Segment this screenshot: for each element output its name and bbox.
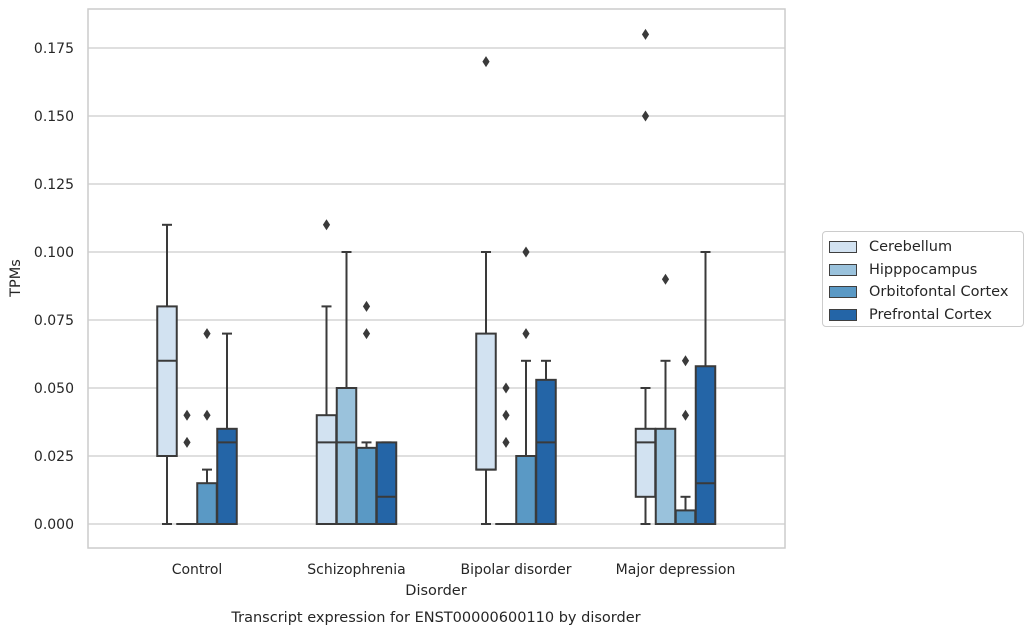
y-tick-label: 0.100 [34,245,74,261]
x-tick-label: Bipolar disorder [460,562,571,578]
legend-item: Orbitofontal Cortex [829,281,1023,304]
outlier-point [502,382,510,394]
chart-caption: Transcript expression for ENST0000060011… [230,610,640,626]
y-tick-label: 0.150 [34,109,74,125]
legend-label: Prefrontal Cortex [869,306,992,323]
box-iqr [375,441,398,525]
box-iqr [156,305,178,457]
legend-item: Hipppocampus [829,259,1023,282]
outlier-point [681,409,690,421]
plot-area-frame [87,8,786,549]
box-iqr [535,378,557,525]
box-orbitofontal-cortex [355,300,378,525]
y-tick-label: 0.125 [34,177,74,193]
legend-swatch [829,286,857,299]
legend-swatch [829,263,857,276]
outlier-point [482,56,490,68]
outlier-point [661,273,670,285]
box-iqr [674,509,697,525]
legend-label: Orbitofontal Cortex [869,284,1009,301]
outlier-point [203,409,211,421]
outlier-point [641,110,650,122]
outlier-point [522,328,530,340]
box-iqr [515,455,537,525]
x-tick-label: Control [172,562,223,578]
box-hipppocampus [495,382,517,526]
legend-label: Hipppocampus [869,261,978,278]
box-iqr [475,332,497,471]
box-cerebellum [156,223,178,525]
legend-item: Cerebellum [829,236,1023,259]
box-iqr [634,427,657,498]
box-plot-marks [156,28,717,526]
box-cerebellum [634,28,657,525]
y-tick-label: 0.050 [34,381,74,397]
box-iqr [654,427,677,525]
outlier-point [641,28,650,40]
outlier-point [203,328,211,340]
box-iqr [355,446,378,525]
legend-swatch [829,308,857,321]
y-tick-label: 0.175 [34,41,74,57]
box-cerebellum [315,219,338,526]
outlier-point [681,355,690,367]
outlier-point [183,409,191,421]
box-prefrontal-cortex [694,251,717,525]
box-prefrontal-cortex [375,441,398,525]
box-iqr [335,387,358,525]
outlier-point [502,409,510,421]
legend-label: Cerebellum [869,239,953,256]
outlier-point [183,436,191,448]
outlier-point [322,219,331,231]
outlier-point [522,246,530,258]
y-tick-labels: 0.000 0.025 0.050 0.075 0.100 0.125 0.150 0.175 [34,41,74,533]
box-hipppocampus [335,251,358,525]
legend-swatch [829,241,857,254]
box-orbitofontal-cortex [515,246,537,525]
box-hipppocampus [176,409,198,526]
box-hipppocampus [654,273,677,525]
box-prefrontal-cortex [535,359,557,525]
x-axis-label: Disorder [405,583,466,599]
box-iqr [315,414,338,526]
y-tick-label: 0.025 [34,449,74,465]
legend-item: Prefrontal Cortex [829,304,1023,327]
y-axis-label: TPMs [8,259,24,298]
box-iqr [694,365,717,525]
x-tick-label: Major depression [616,562,736,578]
box-iqr [216,427,238,525]
x-tick-labels: Control Schizophrenia Bipolar disorder Majo… [172,562,736,578]
box-iqr [196,482,218,526]
outlier-point [362,300,371,312]
box-cerebellum [475,56,497,525]
box-prefrontal-cortex [216,332,238,525]
outlier-point [362,328,371,340]
chart-legend: Cerebellum Hipppocampus Orbitofontal Corte… [822,231,1024,327]
grid-lines [88,47,785,525]
x-tick-label: Schizophrenia [307,562,405,578]
y-tick-label: 0.075 [34,313,74,329]
y-tick-label: 0.000 [34,517,74,533]
box-orbitofontal-cortex [674,355,697,525]
outlier-point [502,436,510,448]
box-orbitofontal-cortex [196,328,218,526]
